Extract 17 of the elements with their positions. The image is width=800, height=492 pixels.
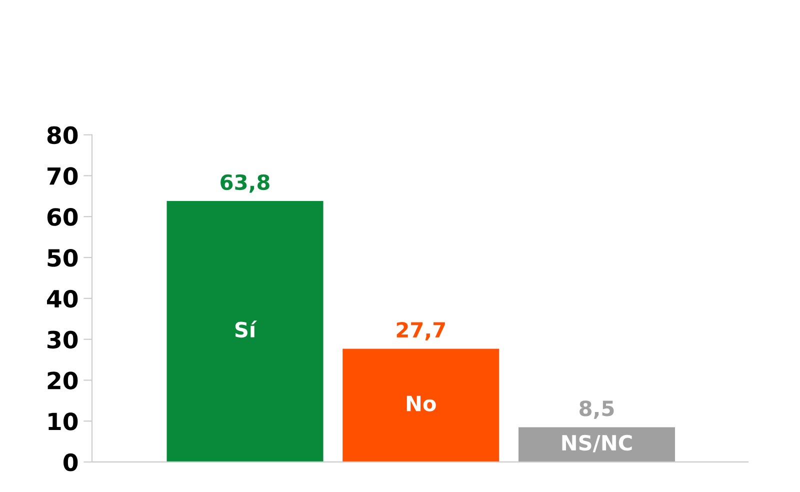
y-tick-label: 30 <box>48 330 78 349</box>
y-tick-label: 80 <box>47 126 78 144</box>
x-tick-label: NS/NC <box>562 434 632 452</box>
y-tick-label: 20 <box>48 372 78 390</box>
x-tick-label: Sí <box>235 320 257 338</box>
y-tick-label: 70 <box>48 167 78 186</box>
data-label: 63,8 <box>220 174 270 193</box>
data-label: 8,5 <box>580 400 614 419</box>
y-tick-label: 40 <box>47 290 78 308</box>
data-label: 27,7 <box>396 322 445 340</box>
y-tick-label: 0 <box>64 453 78 472</box>
bar <box>166 201 324 462</box>
y-tick-label: 60 <box>47 208 78 226</box>
x-tick-label: No <box>406 396 436 412</box>
y-tick-label: 50 <box>48 248 78 267</box>
bar <box>342 348 500 462</box>
y-tick-label: 10 <box>48 412 78 430</box>
